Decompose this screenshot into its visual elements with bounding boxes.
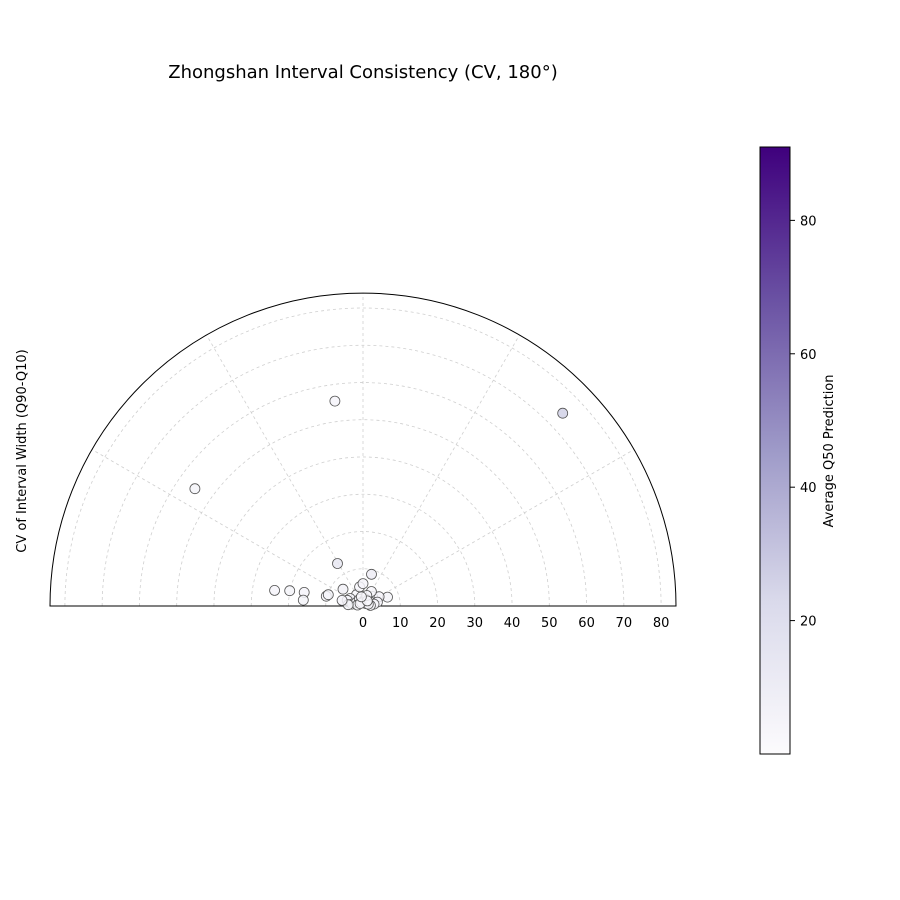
radial-grid-circle [213, 456, 513, 607]
polar-frame [49, 292, 677, 607]
chart-title: Zhongshan Interval Consistency (CV, 180°… [168, 62, 557, 83]
colorbar-label: Average Q50 Prediction [822, 374, 837, 527]
radial-tick-label: 20 [429, 616, 446, 631]
radial-tick-label: 60 [578, 616, 595, 631]
radial-grid-circle [176, 419, 550, 607]
colorbar-tick-label: 20 [800, 615, 817, 630]
scatter-point [355, 591, 367, 603]
angular-grid-line [362, 334, 520, 607]
colorbar: 20 40 60 80 Average Q50 Prediction [759, 146, 837, 755]
scatter-point [329, 395, 341, 407]
scatter-point [366, 568, 377, 580]
scatter-points [189, 395, 569, 611]
scatter-point [332, 558, 343, 569]
polar-grid [64, 293, 662, 607]
colorbar-gradient [759, 146, 791, 755]
radial-tick-label: 80 [653, 616, 670, 631]
scatter-point [357, 578, 369, 589]
polar-outline [49, 292, 677, 607]
scatter-point [284, 585, 296, 597]
radial-tick-label: 40 [504, 616, 521, 631]
radial-tick-label: 0 [359, 616, 367, 631]
radial-tick-label: 10 [392, 616, 409, 631]
radial-grid-circle [64, 307, 662, 607]
radial-tick-labels: 0 10 20 30 40 50 60 70 80 [359, 616, 670, 631]
radial-grid-circle [250, 493, 476, 607]
scatter-point [336, 595, 348, 606]
colorbar-tick-label: 80 [800, 214, 817, 229]
scatter-point [337, 583, 349, 595]
radial-tick-label: 30 [467, 616, 484, 631]
angular-grid-line [362, 449, 635, 607]
colorbar-tick-label: 40 [800, 481, 817, 496]
scatter-point [557, 407, 569, 419]
colorbar-ticks: 20 40 60 80 [790, 214, 817, 630]
scatter-point [269, 585, 281, 596]
angular-grid-line [91, 449, 364, 607]
radial-tick-label: 70 [616, 616, 633, 631]
radial-tick-label: 50 [541, 616, 558, 631]
scatter-point [322, 589, 334, 601]
scatter-point [189, 483, 201, 495]
radial-grid-circle [101, 344, 625, 607]
scatter-point [297, 594, 309, 606]
angular-grid-line [206, 334, 364, 607]
colorbar-tick-label: 60 [800, 348, 817, 363]
y-axis-label: CV of Interval Width (Q90-Q10) [15, 349, 30, 552]
